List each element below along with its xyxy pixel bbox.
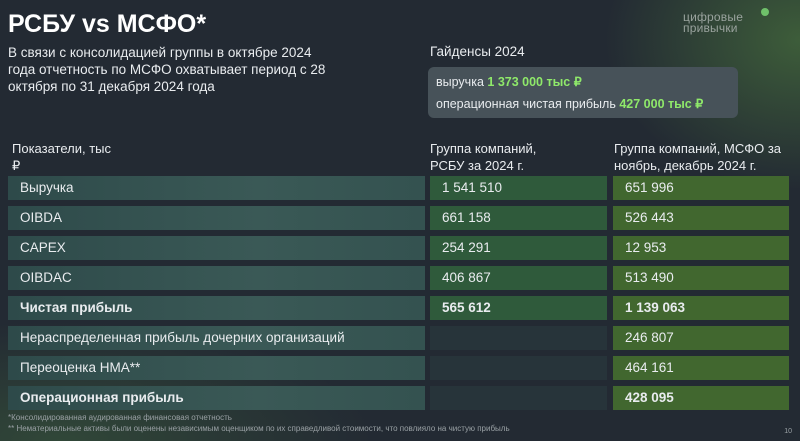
msfo-value: 513 490 [613, 266, 789, 290]
table-row: OIBDAC 406 867 513 490 [0, 266, 800, 290]
rsbu-value [430, 326, 607, 350]
table-row: CAPEX 254 291 12 953 [0, 236, 800, 260]
row-label: Чистая прибыль [8, 296, 425, 320]
msfo-value: 428 095 [613, 386, 789, 410]
msfo-value: 651 996 [613, 176, 789, 200]
guidance-label: операционная чистая прибыль [436, 97, 616, 111]
guidance-item: выручка 1 373 000 тыс ₽ [436, 71, 738, 93]
logo-line-1: цифровые [683, 10, 744, 24]
page-number: 10 [784, 428, 792, 435]
table-row: Чистая прибыль 565 612 1 139 063 [0, 296, 800, 320]
guidance-title: Гайденсы 2024 [430, 44, 525, 59]
guidance-value: 427 000 тыс ₽ [619, 97, 704, 111]
rsbu-value: 565 612 [430, 296, 607, 320]
table-row: Выручка 1 541 510 651 996 [0, 176, 800, 200]
table-row: OIBDA 661 158 526 443 [0, 206, 800, 230]
msfo-value: 1 139 063 [613, 296, 789, 320]
logo-dot-icon [761, 8, 769, 16]
rsbu-value [430, 386, 607, 410]
footnote-1: *Консолидированная аудированная финансов… [8, 413, 232, 422]
rsbu-value: 1 541 510 [430, 176, 607, 200]
logo-line-2: привычки [683, 21, 738, 35]
msfo-value: 526 443 [613, 206, 789, 230]
rsbu-value: 661 158 [430, 206, 607, 230]
rsbu-value: 254 291 [430, 236, 607, 260]
header-msfo: Группа компаний, МСФО за ноябрь, декабрь… [614, 141, 782, 173]
rsbu-value [430, 356, 607, 380]
row-label: Операционная прибыль [8, 386, 425, 410]
guidance-label: выручка [436, 75, 484, 89]
intro-text: В связи с консолидацией группы в октябре… [8, 45, 326, 94]
msfo-value: 246 807 [613, 326, 789, 350]
row-label: OIBDA [8, 206, 425, 230]
row-label: Выручка [8, 176, 425, 200]
rsbu-value: 406 867 [430, 266, 607, 290]
guidance-box: выручка 1 373 000 тыс ₽ операционная чис… [428, 67, 738, 118]
logo: цифровые привычки [683, 8, 769, 35]
msfo-value: 12 953 [613, 236, 789, 260]
header-indicators: Показатели, тыс ₽ [12, 141, 112, 173]
table-row: Переоценка НМА** 464 161 [0, 356, 800, 380]
table-row: Операционная прибыль 428 095 [0, 386, 800, 410]
row-label: Нераспределенная прибыль дочерних органи… [8, 326, 425, 350]
footnote-2: ** Нематериальные активы были оценены не… [8, 424, 510, 433]
row-label: Переоценка НМА** [8, 356, 425, 380]
guidance-value: 1 373 000 тыс ₽ [487, 75, 582, 89]
row-label: CAPEX [8, 236, 425, 260]
page-title: РСБУ vs МСФО* [8, 10, 207, 38]
row-label: OIBDAC [8, 266, 425, 290]
guidance-item: операционная чистая прибыль 427 000 тыс … [436, 93, 738, 115]
msfo-value: 464 161 [613, 356, 789, 380]
header-rsbu: Группа компаний, РСБУ за 2024 г. [430, 141, 537, 173]
table-row: Нераспределенная прибыль дочерних органи… [0, 326, 800, 350]
